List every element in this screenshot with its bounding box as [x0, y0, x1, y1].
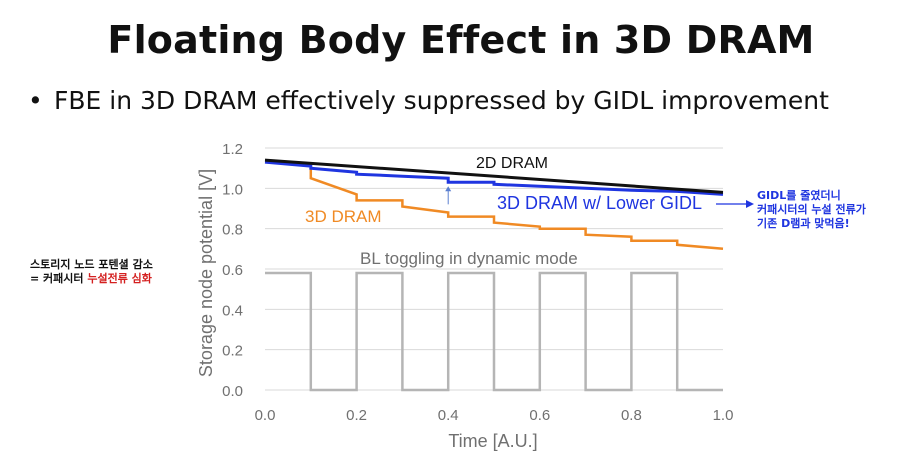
x-axis-label: Time [A.U.]	[448, 431, 537, 451]
annotation-right-line3: 기존 D램과 맞먹음!	[757, 217, 850, 230]
annotation-right-line2: 커패시터의 누설 전류가	[757, 203, 866, 216]
series-line-dram3d	[309, 168, 724, 251]
x-tick-label: 0.0	[255, 407, 276, 424]
y-tick-label: 0.8	[222, 222, 243, 239]
y-tick-label: 1.0	[222, 181, 243, 198]
series-label-bl_toggle: BL toggling in dynamic mode	[360, 249, 578, 268]
bullet-text: FBE in 3D DRAM effectively suppressed by…	[54, 86, 829, 115]
annotation-right: GIDL를 줄였더니 커패시터의 누설 전류가 기존 D램과 맞먹음!	[757, 189, 866, 231]
series-label-dram2d: 2D DRAM	[476, 155, 548, 172]
y-tick-label: 0.0	[222, 383, 243, 400]
series-label-dram3d: 3D DRAM	[305, 207, 382, 226]
x-tick-label: 0.4	[438, 407, 459, 424]
series-line-dram2d	[264, 158, 724, 194]
y-tick-label: 0.4	[222, 302, 243, 319]
x-tick-label: 0.6	[529, 407, 550, 424]
annotation-left-line2: = 커패시터 누설전류 심화	[30, 272, 153, 286]
series-line-bl_toggle	[265, 271, 723, 392]
bullet-point: • FBE in 3D DRAM effectively suppressed b…	[28, 86, 829, 115]
slide-title: Floating Body Effect in 3D DRAM	[107, 18, 815, 62]
annotation-left-prefix: = 커패시터	[30, 272, 88, 285]
y-axis-label: Storage node potential [V]	[196, 169, 216, 377]
series-line-dram3d_lower_gidl	[264, 160, 724, 196]
annotation-left-line1: 스토리지 노드 포텐셜 감소	[30, 258, 153, 271]
series-label-dram3d_lower_gidl: 3D DRAM w/ Lower GIDL	[497, 193, 702, 213]
x-tick-label: 0.2	[346, 407, 367, 424]
annotation-right-line1: GIDL를 줄였더니	[757, 189, 841, 202]
x-tick-label: 1.0	[713, 407, 734, 424]
bullet-marker: •	[28, 86, 43, 115]
y-tick-label: 1.2	[222, 141, 243, 158]
y-tick-label: 0.2	[222, 343, 243, 360]
y-tick-label: 0.6	[222, 262, 243, 279]
x-tick-label: 0.8	[621, 407, 642, 424]
callout-arrow-head	[746, 200, 754, 208]
annotation-left-highlight: 누설전류 심화	[87, 272, 152, 285]
annotation-arrow-head	[445, 186, 452, 192]
annotation-left: 스토리지 노드 포텐셜 감소 = 커패시터 누설전류 심화	[30, 258, 153, 286]
